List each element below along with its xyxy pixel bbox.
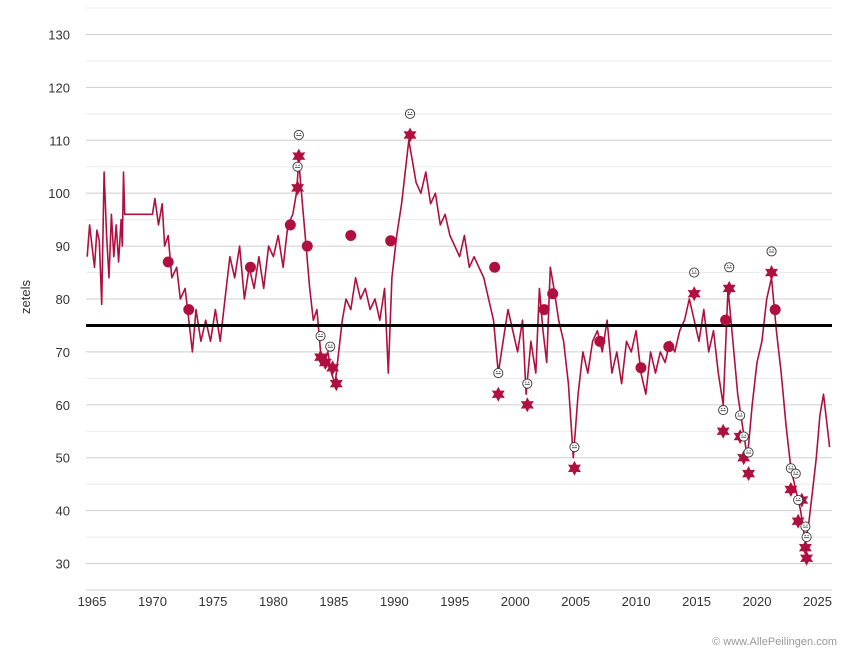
y-axis-ticks: 30 40 50 60 70 80 90 100 110 120 130 xyxy=(48,27,70,571)
poll-circle-marker xyxy=(635,362,647,374)
poll-circle-marker xyxy=(162,256,174,268)
y-tick-label: 90 xyxy=(56,239,70,254)
star-marker xyxy=(687,286,701,302)
smiley-icon xyxy=(293,129,304,141)
star-marker xyxy=(716,423,730,439)
star-marker xyxy=(292,148,306,164)
series-line xyxy=(86,139,831,544)
smiley-icon xyxy=(569,442,580,453)
smiley-icon xyxy=(800,521,811,532)
smiley-icon xyxy=(793,495,804,506)
poll-circle-marker xyxy=(301,240,313,252)
source-credit[interactable]: © www.AllePeilingen.com xyxy=(712,636,837,648)
y-tick-label: 130 xyxy=(48,27,70,42)
y-tick-label: 40 xyxy=(56,504,70,519)
star-marker xyxy=(742,466,756,482)
poll-circle-marker xyxy=(244,261,256,273)
series-path xyxy=(86,139,831,544)
x-tick-label: 1970 xyxy=(138,594,167,609)
poll-circle-marker xyxy=(538,304,550,316)
poll-circle-marker xyxy=(183,304,195,316)
star-marker xyxy=(737,450,751,466)
x-tick-label: 2025 xyxy=(803,594,832,609)
star-marker xyxy=(318,355,332,370)
poll-circle-marker xyxy=(489,261,501,273)
star-marker xyxy=(520,397,534,413)
y-tick-label: 50 xyxy=(56,451,70,466)
y-axis-label: zetels xyxy=(18,280,33,314)
star-marker xyxy=(568,460,581,476)
y-tick-label: 80 xyxy=(56,292,70,307)
poll-circle-marker xyxy=(663,341,675,353)
smiley-icon xyxy=(801,532,812,543)
poll-circle-marker xyxy=(547,288,559,300)
x-tick-label: 1985 xyxy=(319,594,348,609)
star-marker xyxy=(403,127,417,143)
smiley-icon xyxy=(404,108,416,119)
smiley-icon xyxy=(790,468,801,479)
smiley-icon xyxy=(325,341,336,352)
star-marker xyxy=(791,513,805,529)
star-marker xyxy=(329,376,343,392)
gridlines xyxy=(86,7,832,591)
x-tick-label: 1965 xyxy=(78,594,107,609)
smiley-icon xyxy=(735,410,746,421)
event-markers xyxy=(162,108,814,566)
poll-circle-marker xyxy=(720,314,732,326)
star-marker xyxy=(291,180,305,196)
x-tick-label: 2005 xyxy=(561,594,590,609)
star-marker xyxy=(784,482,798,497)
poll-circle-marker xyxy=(345,230,357,242)
poll-circle-marker xyxy=(769,304,781,316)
y-tick-label: 70 xyxy=(56,345,70,360)
y-tick-label: 60 xyxy=(56,398,70,413)
poll-circle-marker xyxy=(385,235,397,247)
smiley-icon xyxy=(766,246,777,257)
smiley-icon xyxy=(493,368,504,379)
smiley-icon xyxy=(292,161,303,172)
smiley-icon xyxy=(315,330,326,342)
star-marker xyxy=(765,265,778,280)
smiley-icon xyxy=(738,431,749,442)
y-tick-label: 110 xyxy=(49,133,70,148)
poll-circle-marker xyxy=(284,219,296,231)
smiley-icon xyxy=(689,267,700,278)
star-marker xyxy=(326,360,340,376)
x-tick-label: 1980 xyxy=(259,594,288,609)
y-tick-label: 30 xyxy=(56,557,70,572)
x-tick-label: 1990 xyxy=(380,594,409,609)
y-tick-label: 100 xyxy=(48,186,70,201)
smiley-icon xyxy=(743,447,754,458)
x-axis-ticks: 1965 1970 1975 1980 1985 1990 1995 2000 2005 2010… xyxy=(78,594,832,609)
x-tick-label: 1975 xyxy=(198,594,227,609)
poll-circle-marker xyxy=(594,335,606,347)
x-tick-label: 2015 xyxy=(682,594,711,609)
x-tick-label: 2000 xyxy=(501,594,530,609)
smiley-icon xyxy=(718,405,729,416)
star-marker xyxy=(800,550,814,566)
star-marker xyxy=(491,386,505,402)
smiley-icon xyxy=(724,262,735,273)
x-tick-label: 2020 xyxy=(743,594,772,609)
star-marker xyxy=(314,349,328,365)
x-tick-label: 1995 xyxy=(440,594,469,609)
x-tick-label: 2010 xyxy=(622,594,651,609)
y-tick-label: 120 xyxy=(48,80,70,95)
star-marker xyxy=(722,280,736,296)
star-marker xyxy=(798,540,812,556)
smiley-icon xyxy=(522,378,533,389)
